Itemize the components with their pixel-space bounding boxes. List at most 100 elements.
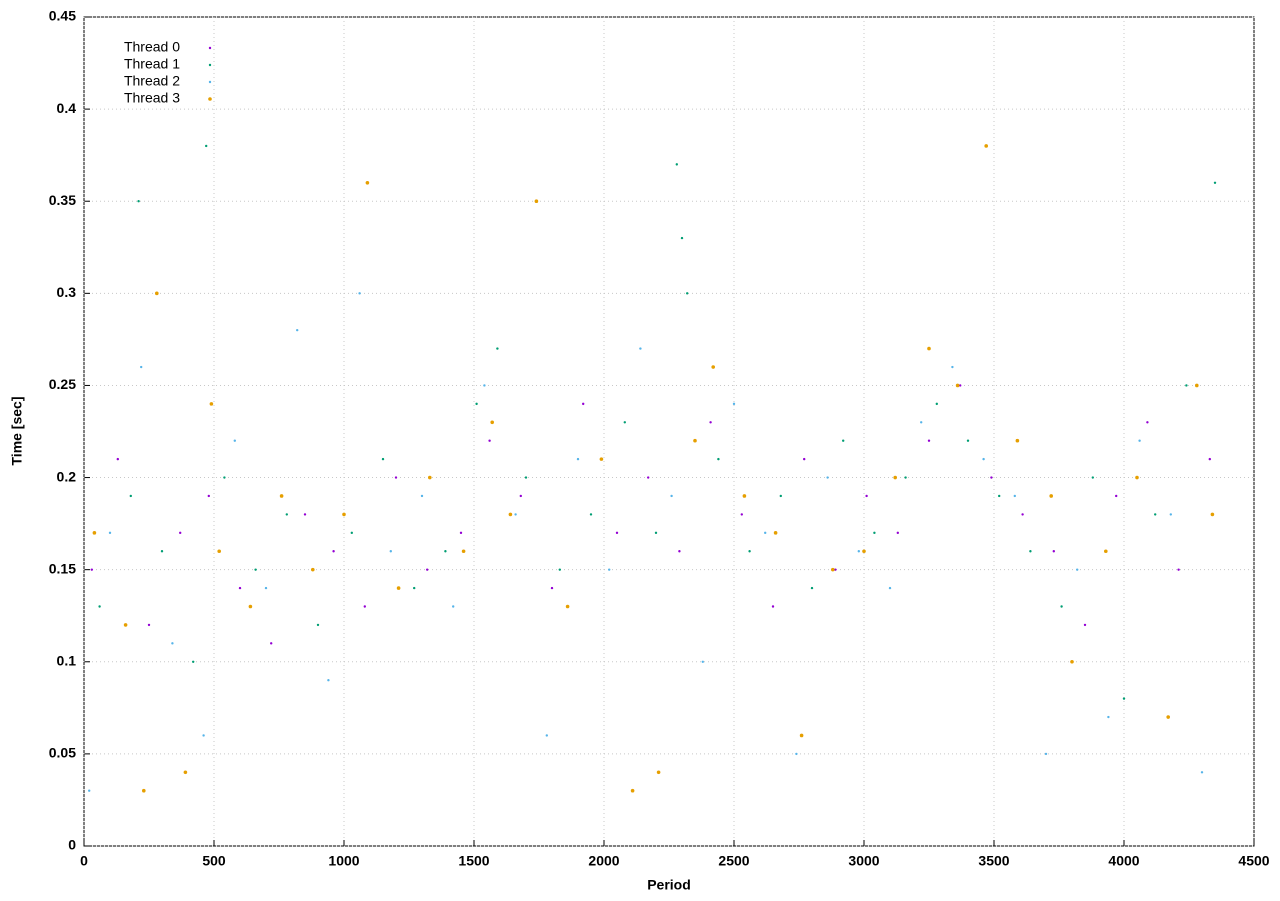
y-tick-label: 0.25 — [49, 376, 76, 392]
point — [1122, 697, 1126, 700]
point — [1135, 475, 1139, 480]
point — [1169, 513, 1173, 516]
point — [123, 623, 128, 627]
point — [192, 660, 195, 663]
point — [589, 513, 593, 516]
legend-label: Thread 3 — [124, 90, 180, 106]
point — [129, 494, 132, 498]
x-tick-label: 3500 — [978, 853, 1009, 869]
point — [764, 531, 767, 535]
point — [773, 531, 778, 535]
point — [951, 365, 954, 369]
y-tick-label: 0.1 — [57, 652, 77, 668]
x-tick-label: 500 — [202, 853, 226, 869]
point — [717, 457, 720, 461]
point — [576, 457, 580, 461]
point — [740, 513, 743, 516]
point — [488, 439, 491, 442]
point — [550, 586, 554, 590]
x-tick-label: 1000 — [328, 853, 359, 869]
point — [1060, 605, 1063, 608]
point — [207, 494, 210, 498]
point — [459, 531, 463, 535]
point — [1070, 659, 1074, 664]
point — [171, 642, 174, 645]
point — [496, 347, 499, 350]
point — [279, 494, 284, 498]
point — [711, 365, 715, 369]
point — [270, 642, 273, 645]
point — [857, 550, 860, 553]
point — [1015, 438, 1020, 443]
point — [142, 788, 146, 793]
point — [732, 402, 736, 406]
point — [428, 475, 432, 480]
legend-label: Thread 1 — [124, 56, 180, 72]
point — [654, 531, 658, 535]
point — [862, 549, 866, 554]
point — [332, 550, 335, 553]
point — [565, 604, 570, 609]
point — [873, 531, 876, 535]
plot-frame — [83, 16, 1255, 847]
point — [675, 163, 678, 166]
point — [1076, 568, 1079, 571]
point — [896, 531, 899, 535]
point — [545, 734, 548, 737]
x-tick-label: 4500 — [1238, 853, 1269, 869]
x-tick-label: 2000 — [588, 853, 619, 869]
point — [959, 384, 962, 387]
point — [534, 199, 539, 204]
point — [420, 494, 424, 498]
point — [363, 605, 366, 608]
point — [205, 144, 208, 148]
point — [524, 476, 528, 479]
y-tick-label: 0.05 — [49, 745, 76, 761]
point — [381, 457, 385, 461]
point — [1195, 383, 1199, 388]
point — [183, 770, 188, 775]
point — [984, 144, 988, 148]
point — [966, 439, 970, 442]
y-axis-label: Time [sec] — [9, 397, 25, 466]
point — [608, 568, 611, 571]
point — [311, 567, 315, 572]
x-tick-label: 4000 — [1108, 853, 1139, 869]
point — [238, 586, 242, 590]
point — [1044, 752, 1048, 756]
point — [799, 733, 804, 738]
point — [1083, 623, 1087, 627]
point — [935, 402, 938, 406]
point — [927, 439, 931, 442]
point — [155, 291, 159, 296]
point — [483, 384, 486, 387]
point — [831, 567, 835, 572]
point — [1013, 494, 1016, 498]
point — [160, 550, 164, 553]
point — [1138, 439, 1141, 442]
point — [137, 200, 140, 203]
point — [444, 550, 447, 553]
point — [647, 476, 650, 479]
point — [519, 494, 522, 498]
point — [116, 457, 120, 461]
point — [303, 513, 307, 516]
legend-marker — [208, 97, 212, 101]
point — [893, 475, 897, 480]
point — [990, 476, 993, 479]
x-tick-label: 1500 — [458, 853, 489, 869]
point — [461, 549, 466, 554]
legend-marker — [208, 46, 212, 50]
point — [1115, 494, 1118, 498]
point — [1029, 550, 1032, 553]
point — [1166, 715, 1170, 719]
point — [140, 365, 143, 369]
point — [1200, 771, 1204, 774]
point — [955, 383, 960, 388]
point — [248, 604, 253, 609]
point — [1107, 715, 1110, 719]
point — [365, 181, 370, 185]
point — [342, 512, 346, 517]
y-tick-label: 0.4 — [57, 100, 77, 116]
point — [680, 236, 684, 240]
